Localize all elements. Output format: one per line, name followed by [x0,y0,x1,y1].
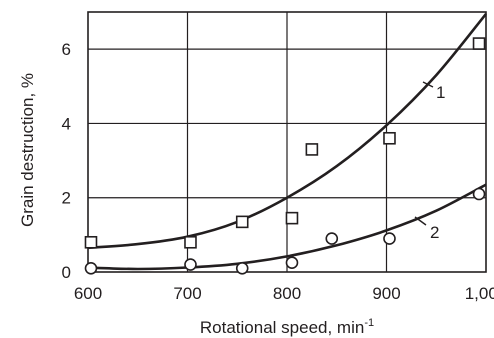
y-tick-label: 0 [62,263,71,282]
square-marker [305,143,319,156]
annotation-leader [422,81,434,88]
annotation-leader [414,216,427,226]
curve-label-1: 1 [436,83,445,102]
y-axis-label: Grain destruction, % [18,73,37,227]
x-tick-label: 600 [74,284,102,303]
x-axis-label: Rotational speed, min-1 [200,317,374,337]
trend-line-series-2 [87,183,487,271]
circle-marker [383,232,396,245]
circle-marker [285,256,299,270]
y-tick-label: 6 [62,40,71,59]
y-tick-label: 2 [62,189,71,208]
square-marker [383,131,396,145]
trend-line-series-1 [87,13,488,250]
square-marker [472,37,486,50]
plot-frame [87,11,487,273]
curve-label-2: 2 [430,223,439,242]
trend-curves [87,13,488,271]
x-tick-label: 1,000 [465,284,494,303]
x-tick-label: 800 [273,284,301,303]
circle-marker [184,258,197,271]
circle-marker [325,232,339,245]
square-marker [184,235,197,249]
circle-marker [84,261,98,275]
x-tick-label: 700 [173,284,201,303]
square-marker [84,235,98,249]
data-markers [84,37,486,275]
square-marker [285,211,299,225]
y-tick-label: 4 [62,114,71,133]
x-tick-label: 900 [372,284,400,303]
grid [88,12,486,272]
tick-labels: 600 700 800 900 1,000 0 2 4 6 [62,40,494,303]
square-marker [235,215,249,229]
curve-annotations: 12 [414,81,445,242]
circle-marker [235,261,249,275]
circle-marker [472,187,486,201]
